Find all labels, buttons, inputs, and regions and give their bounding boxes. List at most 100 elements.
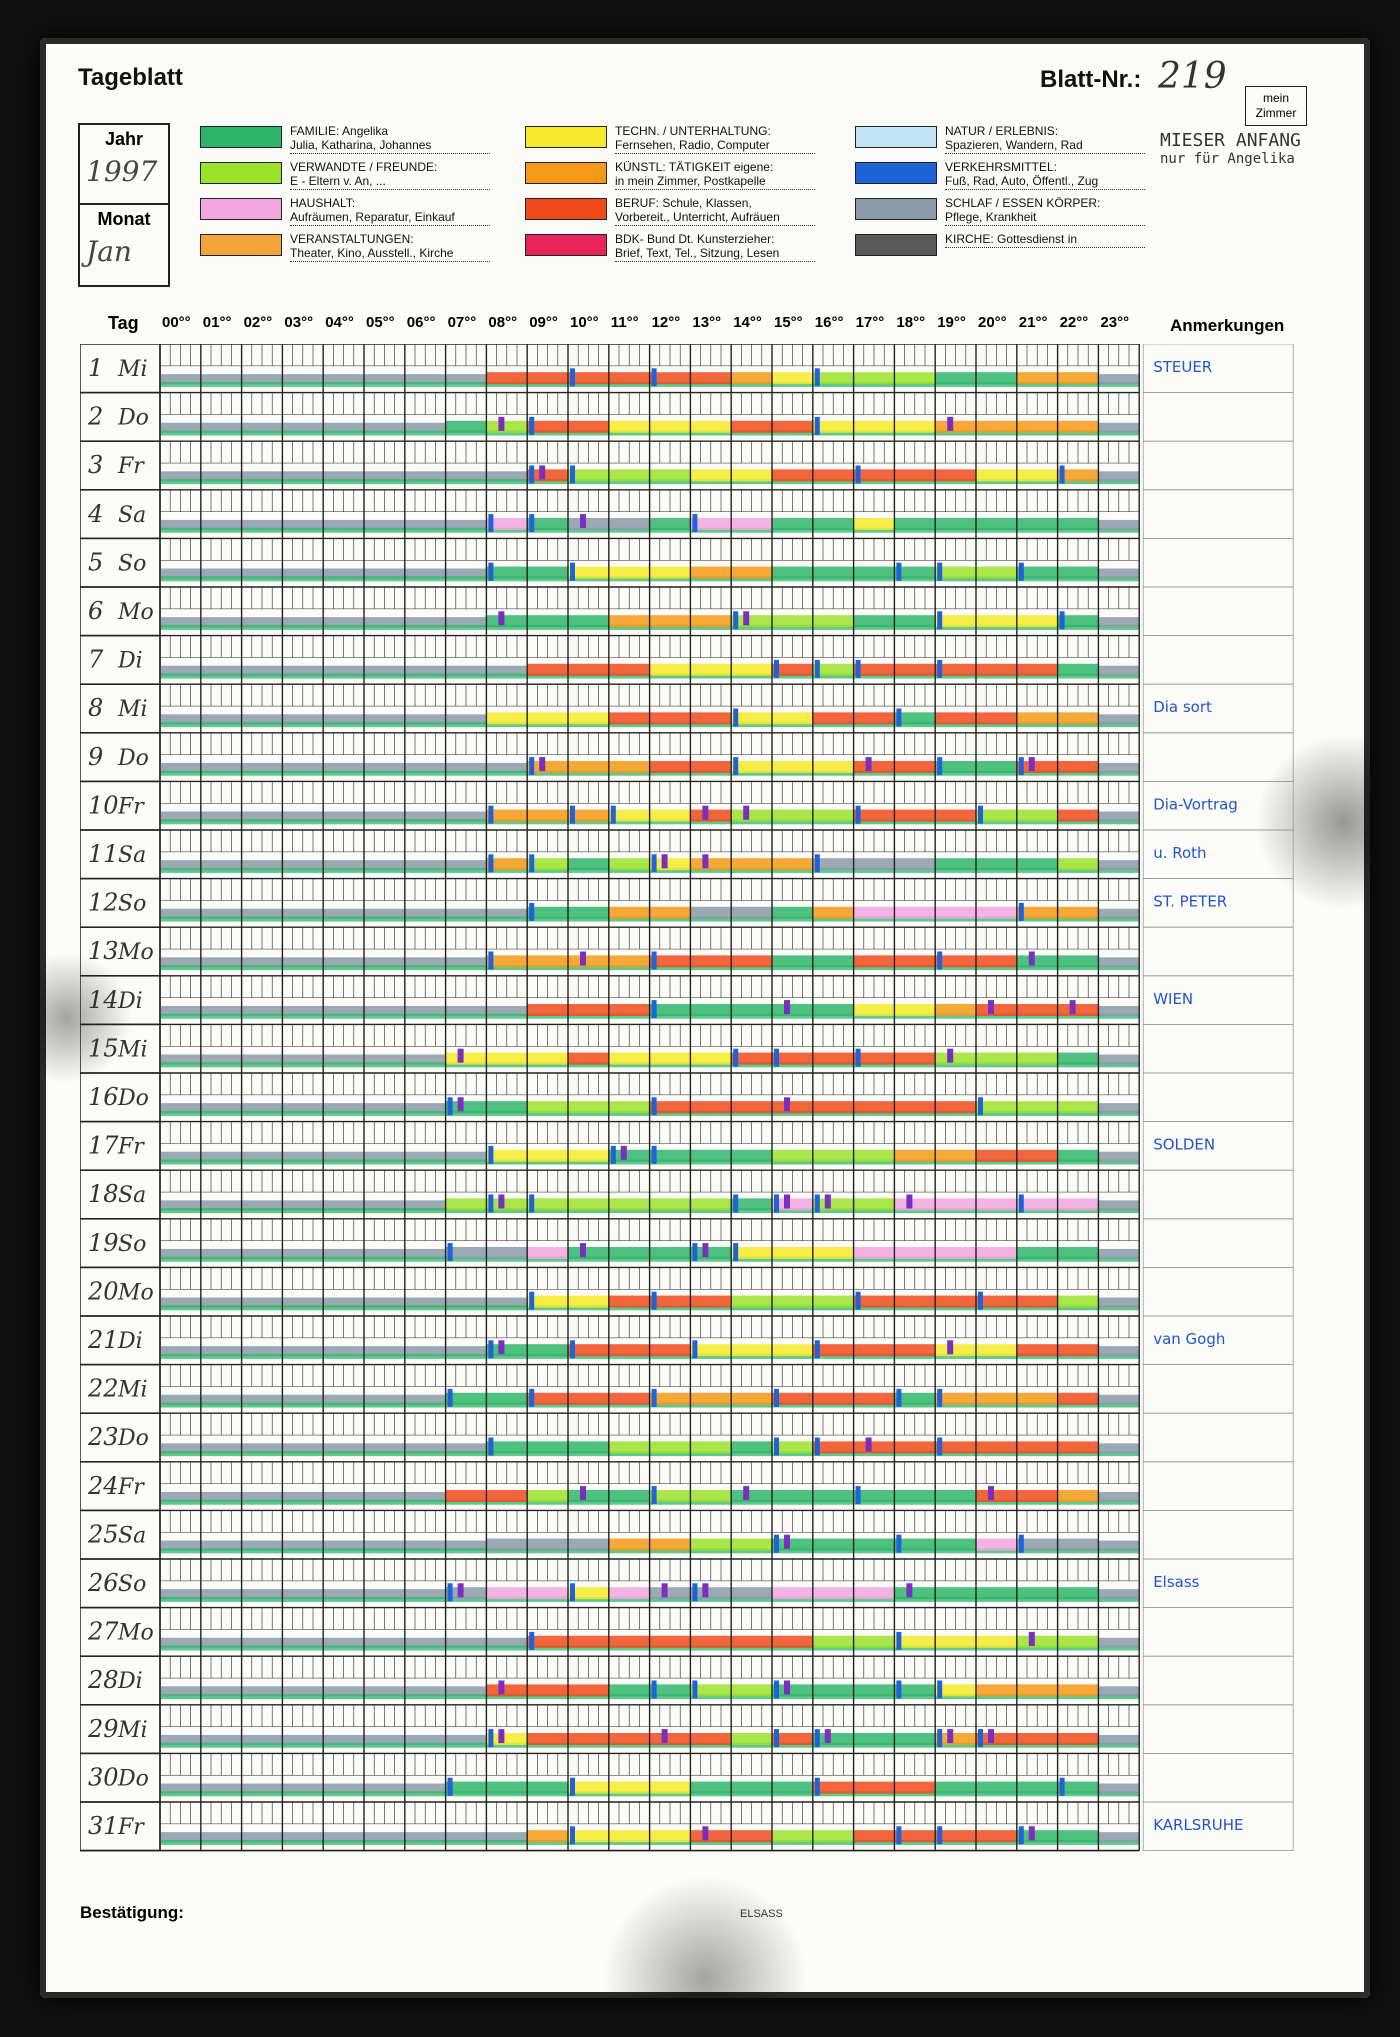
activity-bar bbox=[486, 1149, 609, 1162]
purple-mark bbox=[947, 416, 954, 431]
purple-mark bbox=[784, 1097, 790, 1112]
transport-mark bbox=[855, 1291, 861, 1310]
transport-mark bbox=[488, 562, 494, 581]
activity-bar bbox=[568, 809, 609, 822]
activity-bar bbox=[527, 858, 568, 871]
transport-mark bbox=[733, 1194, 739, 1213]
activity-bar bbox=[853, 1830, 895, 1843]
activity-bar bbox=[894, 517, 1017, 530]
day-number: 2 bbox=[87, 403, 103, 431]
legend-swatch-kuenstl bbox=[525, 162, 607, 184]
weekday: Fr bbox=[117, 794, 145, 819]
remark-text: van Gogh bbox=[1153, 1330, 1225, 1348]
activity-bar bbox=[608, 1149, 650, 1162]
transport-mark bbox=[529, 902, 535, 921]
sleep-bar bbox=[160, 422, 446, 433]
transport-mark bbox=[692, 514, 698, 533]
legend-title: HAUSHALT: bbox=[290, 196, 356, 210]
remark-text: SOLDEN bbox=[1153, 1136, 1215, 1154]
remarks-cell bbox=[1142, 1704, 1294, 1754]
hour-label: 01°° bbox=[202, 314, 232, 331]
sleep-bar bbox=[1098, 1394, 1140, 1405]
legend-title: VERWANDTE / FREUNDE: bbox=[290, 160, 438, 174]
confirmation-label: Bestätigung: bbox=[80, 1903, 184, 1922]
transport-mark bbox=[570, 368, 575, 387]
legend-swatch-kirche bbox=[855, 234, 937, 256]
activity-bar bbox=[731, 1295, 772, 1308]
activity-bar bbox=[853, 1489, 976, 1502]
day-number: 30 bbox=[88, 1763, 119, 1791]
top-note-line2: nur für Angelika bbox=[1160, 151, 1295, 167]
activity-bar bbox=[486, 1198, 528, 1211]
transport-mark bbox=[774, 1194, 779, 1213]
activity-bar bbox=[445, 1587, 487, 1600]
activity-bar bbox=[486, 517, 528, 530]
activity-bar bbox=[1057, 1003, 1099, 1016]
purple-mark bbox=[784, 1000, 790, 1015]
transport-mark bbox=[896, 1680, 902, 1699]
activity-bar bbox=[772, 1587, 895, 1600]
activity-bar bbox=[731, 760, 854, 773]
legend-text-natur: NATUR / ERLEBNIS: Spazieren, Wandern, Rad bbox=[945, 124, 1145, 154]
transport-mark bbox=[651, 1291, 657, 1310]
sleep-bar bbox=[1098, 1832, 1140, 1843]
year-month-box: Jahr 1997 Monat Jan bbox=[78, 123, 170, 287]
transport-mark bbox=[651, 1486, 657, 1505]
transport-mark bbox=[978, 1291, 983, 1310]
purple-mark bbox=[580, 1486, 586, 1501]
activity-bar bbox=[527, 517, 568, 530]
transport-mark bbox=[1059, 465, 1065, 484]
hour-label: 09°° bbox=[529, 314, 558, 331]
transport-mark bbox=[774, 1437, 779, 1456]
activity-bar bbox=[935, 663, 1058, 676]
activity-bar bbox=[649, 906, 691, 919]
purple-mark bbox=[947, 1048, 954, 1063]
activity-bar bbox=[649, 663, 772, 676]
hour-label: 06°° bbox=[406, 314, 436, 331]
day-number: 26 bbox=[87, 1569, 119, 1597]
purple-mark bbox=[620, 1145, 627, 1160]
activity-bar bbox=[772, 906, 813, 919]
remark-text: Dia-Vortrag bbox=[1153, 795, 1238, 813]
activity-bar bbox=[731, 372, 772, 385]
purple-mark bbox=[865, 1437, 872, 1452]
sleep-bar bbox=[1098, 1005, 1140, 1016]
transport-mark bbox=[774, 1048, 779, 1067]
purple-mark bbox=[498, 611, 505, 626]
remarks-cell bbox=[1142, 732, 1294, 782]
day-number: 17 bbox=[88, 1132, 119, 1160]
sleep-bar bbox=[160, 1054, 446, 1065]
transport-mark bbox=[529, 1388, 535, 1407]
activity-bar bbox=[894, 1246, 1017, 1259]
sleep-bar bbox=[160, 1005, 528, 1016]
activity-bar bbox=[568, 1344, 691, 1357]
transport-mark bbox=[651, 1145, 657, 1164]
day-number: 27 bbox=[87, 1618, 119, 1646]
legend-text-verwandte: VERWANDTE / FREUNDE: E - Eltern v. An, ..… bbox=[290, 160, 490, 190]
remark-text: Dia sort bbox=[1153, 698, 1212, 716]
hour-label: 22°° bbox=[1059, 314, 1089, 331]
activity-bar bbox=[894, 1392, 936, 1405]
day-number: 18 bbox=[88, 1180, 119, 1208]
activity-bar bbox=[853, 1295, 976, 1308]
transport-mark bbox=[529, 854, 535, 873]
transport-mark bbox=[529, 757, 535, 776]
activity-bar bbox=[1057, 809, 1099, 822]
day-number: 8 bbox=[88, 694, 103, 722]
transport-mark bbox=[651, 951, 657, 970]
purple-mark bbox=[702, 1243, 709, 1258]
weekday: Sa bbox=[118, 843, 146, 868]
transport-mark bbox=[1018, 562, 1024, 581]
sleep-bar bbox=[1098, 1491, 1140, 1502]
hour-label: 10°° bbox=[570, 314, 599, 331]
activity-bar bbox=[894, 906, 1017, 919]
legend-text-schlaf: SCHLAF / ESSEN KÖRPER: Pflege, Krankheit bbox=[945, 196, 1145, 226]
transport-mark bbox=[937, 659, 943, 678]
remarks-cell bbox=[1142, 635, 1294, 685]
hour-label: 13°° bbox=[692, 314, 722, 331]
sleep-bar bbox=[1098, 1637, 1140, 1648]
activity-bar bbox=[608, 1587, 650, 1600]
activity-bar bbox=[649, 1101, 772, 1114]
day-number: 3 bbox=[88, 451, 103, 479]
